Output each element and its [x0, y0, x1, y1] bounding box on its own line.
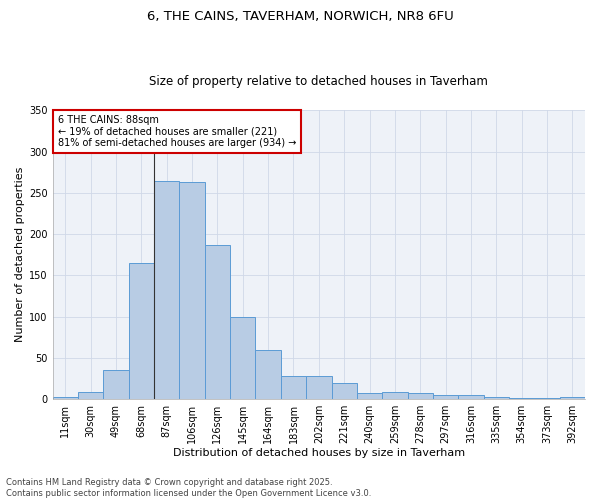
- Bar: [509, 398, 535, 399]
- Bar: [154, 180, 179, 399]
- Text: Contains HM Land Registry data © Crown copyright and database right 2025.
Contai: Contains HM Land Registry data © Crown c…: [6, 478, 371, 498]
- Bar: [382, 392, 407, 399]
- Bar: [306, 376, 332, 399]
- Bar: [103, 370, 129, 399]
- Bar: [230, 316, 256, 399]
- Bar: [256, 350, 281, 399]
- Bar: [535, 398, 560, 399]
- Text: 6 THE CAINS: 88sqm
← 19% of detached houses are smaller (221)
81% of semi-detach: 6 THE CAINS: 88sqm ← 19% of detached hou…: [58, 115, 296, 148]
- Bar: [357, 394, 382, 399]
- Bar: [484, 398, 509, 399]
- Bar: [560, 398, 585, 399]
- Y-axis label: Number of detached properties: Number of detached properties: [15, 167, 25, 342]
- Text: 6, THE CAINS, TAVERHAM, NORWICH, NR8 6FU: 6, THE CAINS, TAVERHAM, NORWICH, NR8 6FU: [146, 10, 454, 23]
- Bar: [458, 395, 484, 399]
- Bar: [281, 376, 306, 399]
- Bar: [78, 392, 103, 399]
- Bar: [53, 398, 78, 399]
- Title: Size of property relative to detached houses in Taverham: Size of property relative to detached ho…: [149, 76, 488, 88]
- Bar: [407, 394, 433, 399]
- X-axis label: Distribution of detached houses by size in Taverham: Distribution of detached houses by size …: [173, 448, 465, 458]
- Bar: [129, 263, 154, 399]
- Bar: [205, 245, 230, 399]
- Bar: [332, 382, 357, 399]
- Bar: [179, 182, 205, 399]
- Bar: [433, 395, 458, 399]
